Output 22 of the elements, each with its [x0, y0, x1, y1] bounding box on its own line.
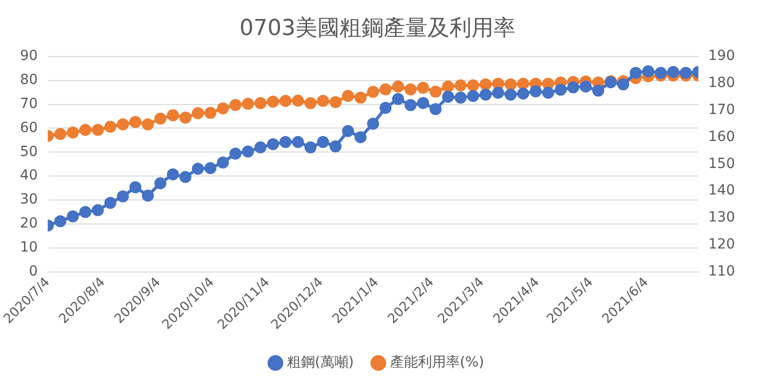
y-tick-label: 40 [20, 168, 38, 184]
y-tick-label: 90 [20, 48, 38, 64]
y-tick-label: 80 [20, 72, 38, 88]
y-tick-label: 30 [20, 192, 38, 208]
y2-tick-label: 130 [708, 210, 736, 226]
y2-tick-label: 170 [708, 102, 736, 118]
y2-tick-label: 190 [708, 48, 736, 64]
y-tick-label: 60 [20, 120, 38, 136]
legend-label: 產能利用率(%) [390, 354, 484, 371]
y2-tick-label: 160 [708, 128, 736, 145]
y2-tick-label: 140 [708, 182, 736, 199]
y2-tick-label: 180 [708, 74, 736, 91]
y2-tick-label: 150 [708, 156, 736, 172]
y-tick-label: 70 [20, 96, 38, 112]
y-tick-label: 50 [20, 144, 38, 160]
y2-tick-label: 120 [708, 236, 736, 253]
y-tick-label: 0 [28, 263, 38, 280]
y2-tick-label: 110 [708, 263, 736, 280]
y-tick-label: 20 [20, 216, 38, 232]
y-tick-label: 10 [20, 240, 38, 256]
chart-title: 0703美國粗鋼產量及利用率 [240, 16, 516, 41]
legend-label: 粗鋼(萬噸) [286, 354, 354, 371]
